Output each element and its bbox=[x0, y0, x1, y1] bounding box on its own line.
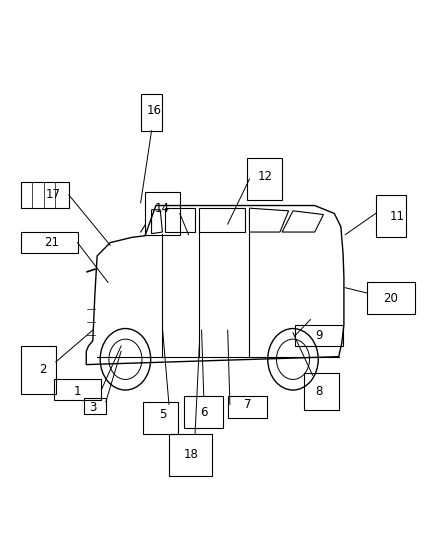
Bar bbox=[228, 397, 267, 418]
Text: 7: 7 bbox=[244, 398, 251, 411]
Text: 6: 6 bbox=[200, 406, 208, 419]
Bar bbox=[21, 346, 56, 394]
Bar bbox=[304, 373, 339, 410]
Bar bbox=[169, 433, 212, 476]
Text: 3: 3 bbox=[89, 400, 96, 414]
Text: 8: 8 bbox=[315, 385, 323, 398]
Text: 17: 17 bbox=[46, 189, 61, 201]
Bar bbox=[141, 94, 162, 131]
Bar bbox=[53, 379, 102, 400]
Bar bbox=[367, 282, 415, 314]
Text: 11: 11 bbox=[390, 209, 405, 223]
Bar bbox=[143, 402, 178, 433]
Bar bbox=[145, 192, 180, 235]
Text: 18: 18 bbox=[183, 448, 198, 461]
Bar bbox=[84, 398, 106, 414]
Text: 20: 20 bbox=[384, 292, 398, 305]
Text: 5: 5 bbox=[159, 408, 166, 422]
Bar bbox=[247, 158, 282, 200]
Text: 21: 21 bbox=[44, 236, 59, 249]
Text: 12: 12 bbox=[257, 170, 272, 183]
Bar bbox=[184, 397, 223, 428]
Text: 16: 16 bbox=[146, 103, 161, 117]
Text: 9: 9 bbox=[315, 329, 323, 342]
Text: 14: 14 bbox=[155, 201, 170, 215]
Text: 2: 2 bbox=[39, 364, 46, 376]
Bar bbox=[21, 182, 69, 208]
Bar bbox=[376, 195, 406, 237]
Bar bbox=[295, 325, 343, 346]
Text: 1: 1 bbox=[74, 385, 81, 398]
Bar bbox=[21, 232, 78, 253]
